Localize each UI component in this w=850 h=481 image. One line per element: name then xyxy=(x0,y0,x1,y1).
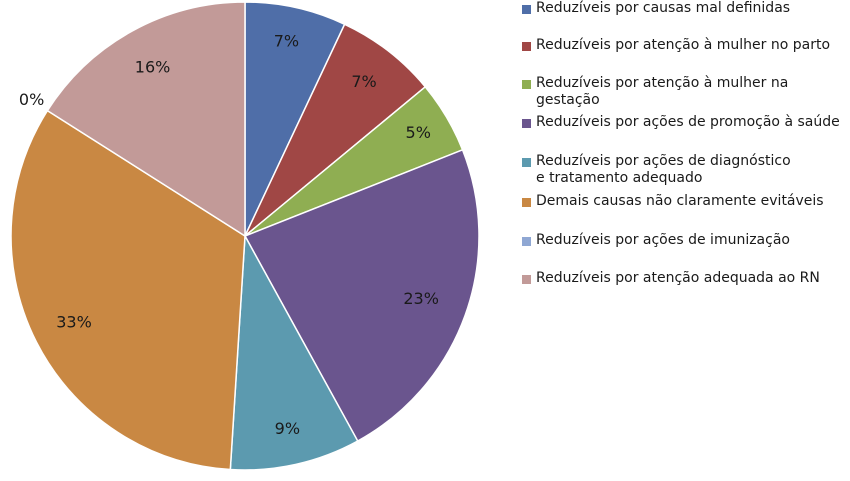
legend-swatch xyxy=(522,275,531,284)
legend-swatch xyxy=(522,237,531,246)
legend-label: Reduzíveis por ações de imunização xyxy=(536,232,790,248)
pie-slice xyxy=(10,109,246,471)
pie-data-labels: 7% 7% 5% 23% 9% 33% 0% 16% xyxy=(19,31,439,438)
legend-swatch xyxy=(522,158,531,167)
legend-label: Reduzíveis por atenção adequada ao RN xyxy=(536,270,820,286)
legend-label: Reduzíveis por ações de promoção à saúde xyxy=(536,114,840,130)
pie-data-label: 16% xyxy=(135,57,171,76)
legend-swatch xyxy=(522,42,531,51)
pie-data-label: 7% xyxy=(274,31,299,50)
legend-label: Reduzíveis por atenção à mulher na gesta… xyxy=(536,75,789,108)
legend-item: Demais causas não claramente evitáveis xyxy=(522,193,850,210)
pie-data-label: 7% xyxy=(351,72,376,91)
pie-slice xyxy=(229,233,359,471)
pie-data-label: 0% xyxy=(19,90,44,109)
legend-swatch xyxy=(522,80,531,89)
legend-item: Reduzíveis por atenção à mulher na gesta… xyxy=(522,75,850,109)
legend-item: Reduzíveis por ações de promoção à saúde xyxy=(522,114,850,131)
legend-swatch xyxy=(522,5,531,14)
legend-item: Reduzíveis por causas mal definidas xyxy=(522,0,850,17)
legend-label: Reduzíveis por ações de diagnóstico e tr… xyxy=(536,153,791,186)
legend-item: Reduzíveis por ações de diagnóstico e tr… xyxy=(522,153,850,187)
legend-swatch xyxy=(522,119,531,128)
pie-slice xyxy=(243,148,480,443)
legend-label: Reduzíveis por atenção à mulher no parto xyxy=(536,37,831,53)
pie-data-label: 23% xyxy=(403,289,439,308)
pie-data-label: 9% xyxy=(275,419,300,438)
pie-slice xyxy=(46,1,246,238)
legend-swatch xyxy=(522,198,531,207)
legend-item: Reduzíveis por atenção à mulher no parto xyxy=(522,37,850,54)
pie-data-label: 5% xyxy=(406,123,431,142)
legend-label: Reduzíveis por causas mal definidas xyxy=(536,0,791,16)
pie-slices xyxy=(10,1,480,471)
pie-data-label: 33% xyxy=(56,313,92,332)
legend-item: Reduzíveis por ações de imunização xyxy=(522,232,850,249)
pie-slice xyxy=(244,23,427,237)
pie-slice xyxy=(244,1,346,237)
legend-item: Reduzíveis por atenção adequada ao RN xyxy=(522,270,850,287)
legend-label: Demais causas não claramente evitáveis xyxy=(536,193,824,209)
